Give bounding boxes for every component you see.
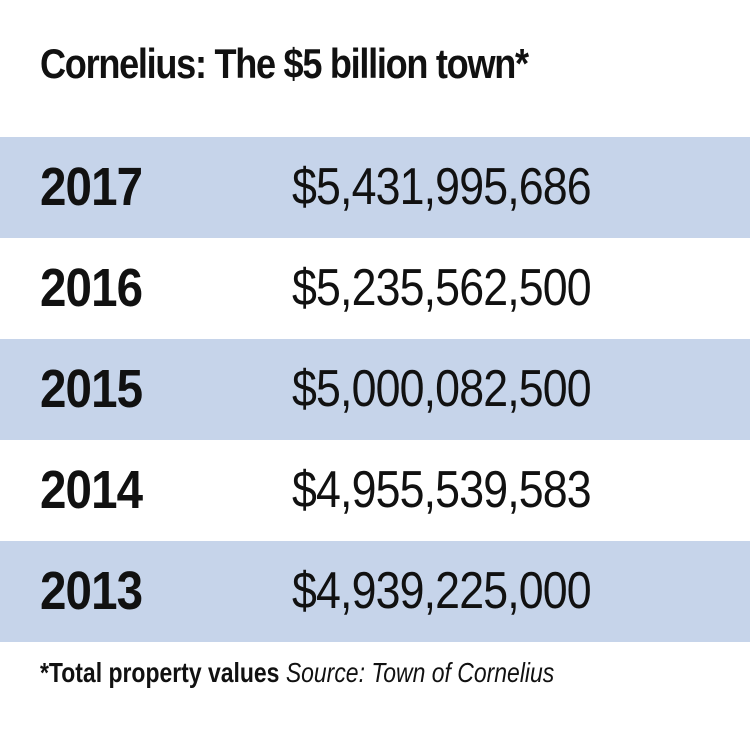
value-cell: $4,939,225,000 <box>292 562 592 620</box>
footnote-text: *Total property values <box>40 657 280 688</box>
table-row: 2013 $4,939,225,000 <box>0 541 750 642</box>
year-cell: 2016 <box>40 258 143 318</box>
value-cell: $5,235,562,500 <box>292 259 592 317</box>
value-cell: $5,431,995,686 <box>292 158 592 216</box>
year-cell: 2017 <box>40 157 143 217</box>
year-cell: 2013 <box>40 561 143 621</box>
table-row: 2017 $5,431,995,686 <box>0 137 750 238</box>
values-table: 2017 $5,431,995,686 2016 $5,235,562,500 … <box>0 137 750 642</box>
table-row: 2016 $5,235,562,500 <box>0 238 750 339</box>
year-cell: 2015 <box>40 359 143 419</box>
footnote: *Total property values Source: Town of C… <box>40 657 554 689</box>
value-cell: $5,000,082,500 <box>292 360 592 418</box>
value-cell: $4,955,539,583 <box>292 461 592 519</box>
table-row: 2014 $4,955,539,583 <box>0 440 750 541</box>
table-row: 2015 $5,000,082,500 <box>0 339 750 440</box>
chart-title: Cornelius: The $5 billion town* <box>40 40 529 87</box>
source-text: Source: Town of Cornelius <box>285 657 555 688</box>
year-cell: 2014 <box>40 460 143 520</box>
